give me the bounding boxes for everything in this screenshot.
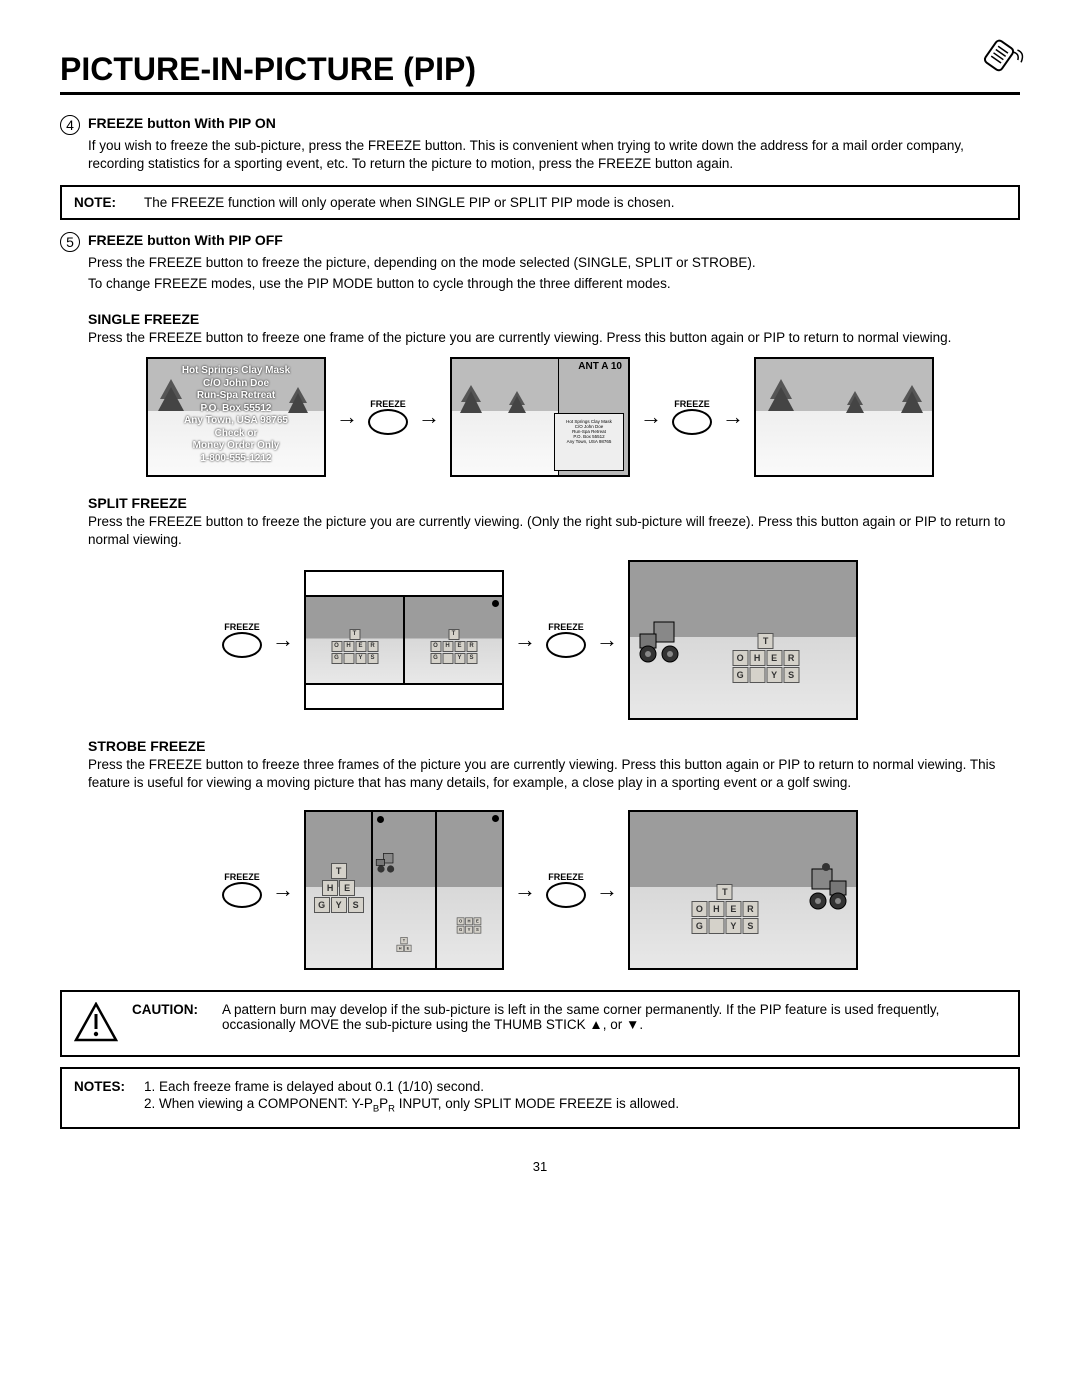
single-freeze-diagram: Hot Springs Clay Mask C/O John Doe Run-S… (60, 357, 1020, 477)
split-text: Press the FREEZE button to freeze the pi… (88, 513, 1020, 549)
notes-box: NOTES: 1. Each freeze frame is delayed a… (60, 1067, 1020, 1129)
caution-box: CAUTION: A pattern burn may develop if t… (60, 990, 1020, 1057)
arrow-icon: → (336, 406, 358, 428)
freeze-button-2: FREEZE (672, 399, 712, 435)
strobe-freeze-diagram: FREEZE → T HE GYS T HE OHE GYS → FREEZE … (60, 810, 1020, 970)
remote-icon (972, 32, 1029, 89)
section-5-line1: Press the FREEZE button to freeze the pi… (88, 254, 1020, 272)
split-heading: SPLIT FREEZE (88, 495, 1020, 511)
notes-label: NOTES: (74, 1079, 144, 1117)
arrow-icon: → (514, 879, 536, 901)
tv-mail-frame: Hot Springs Clay Mask C/O John Doe Run-S… (146, 357, 326, 477)
page-title: PICTURE-IN-PICTURE (PIP) (60, 40, 1020, 95)
note-label: NOTE: (74, 195, 144, 210)
freeze-button-6: FREEZE (546, 872, 586, 908)
strobe-heading: STROBE FREEZE (88, 738, 1020, 754)
section-4-heading: FREEZE button With PIP ON (88, 115, 276, 131)
split-result-scene: T OHER G YS (628, 560, 858, 720)
strobe-text: Press the FREEZE button to freeze three … (88, 756, 1020, 792)
arrow-icon: → (722, 406, 744, 428)
notes-item-1: 1. Each freeze frame is delayed about 0.… (144, 1079, 679, 1094)
split-freeze-diagram: FREEZE → T OHER G YS T OHER G YS → FREEZ… (60, 560, 1020, 720)
arrow-icon: → (596, 629, 618, 651)
freeze-button-4: FREEZE (546, 622, 586, 658)
section-4-heading-row: 4 FREEZE button With PIP ON (60, 115, 1020, 135)
circled-5: 5 (60, 232, 80, 252)
arrow-icon: → (514, 629, 536, 651)
notes-item-2: 2. When viewing a COMPONENT: Y-PBPR INPU… (144, 1096, 679, 1115)
section-5-line2: To change FREEZE modes, use the PIP MODE… (88, 275, 1020, 293)
freeze-button-5: FREEZE (222, 872, 262, 908)
section-5-heading: FREEZE button With PIP OFF (88, 232, 283, 248)
single-heading: SINGLE FREEZE (88, 311, 1020, 327)
arrow-icon: → (418, 406, 440, 428)
note-text: The FREEZE function will only operate wh… (144, 195, 675, 210)
single-text: Press the FREEZE button to freeze one fr… (88, 329, 1020, 347)
section-4-body: If you wish to freeze the sub-picture, p… (88, 137, 1020, 173)
tv-winter-pip: ANT A 10 Hot Springs Clay MaskC/O John D… (450, 357, 630, 477)
freeze-button-3: FREEZE (222, 622, 262, 658)
warning-icon (74, 1002, 118, 1045)
note-box-1: NOTE: The FREEZE function will only oper… (60, 185, 1020, 220)
page-number: 31 (60, 1159, 1020, 1174)
section-5-heading-row: 5 FREEZE button With PIP OFF (60, 232, 1020, 252)
arrow-icon: → (596, 879, 618, 901)
caution-label: CAUTION: (132, 1002, 222, 1032)
ant-label: ANT A 10 (578, 361, 622, 372)
tv-winter-plain (754, 357, 934, 477)
arrow-icon: → (640, 406, 662, 428)
strobe-result-scene: T OHER G YS (628, 810, 858, 970)
freeze-button-1: FREEZE (368, 399, 408, 435)
arrow-icon: → (272, 629, 294, 651)
caution-text: A pattern burn may develop if the sub-pi… (222, 1002, 1006, 1032)
circled-4: 4 (60, 115, 80, 135)
pip-corner: Hot Springs Clay MaskC/O John Doe Run-Sp… (554, 413, 624, 471)
arrow-icon: → (272, 879, 294, 901)
mail-text: Hot Springs Clay Mask C/O John Doe Run-S… (148, 359, 324, 475)
strobe-3col: T HE GYS T HE OHE GYS (304, 810, 504, 970)
split-frame-1: T OHER G YS T OHER G YS (304, 570, 504, 710)
title-text: PICTURE-IN-PICTURE (PIP) (60, 51, 476, 88)
